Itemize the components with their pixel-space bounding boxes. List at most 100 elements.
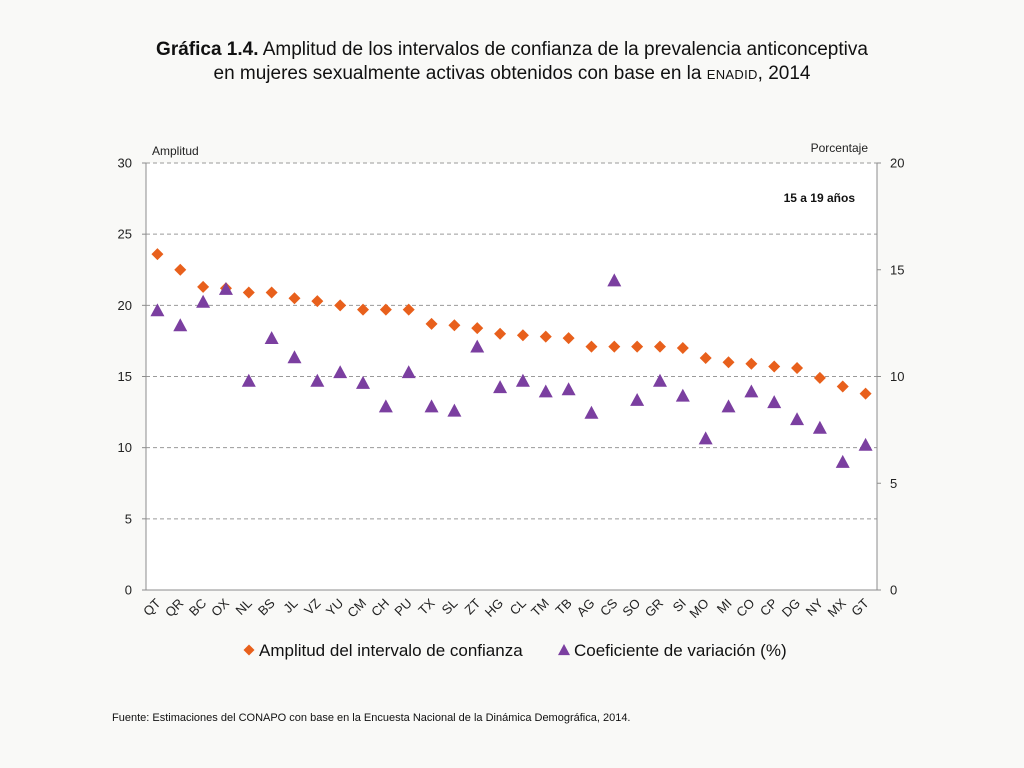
amplitud-point bbox=[242, 286, 255, 299]
y-left-tick-label: 25 bbox=[118, 227, 132, 242]
cv-point bbox=[287, 350, 302, 364]
cv-point bbox=[812, 420, 827, 434]
amplitud-point bbox=[288, 292, 301, 305]
amplitud-point bbox=[699, 351, 712, 364]
amplitud-point bbox=[631, 340, 644, 353]
x-tick-label: OX bbox=[208, 595, 232, 619]
amplitud-point bbox=[494, 327, 507, 340]
cv-point bbox=[241, 373, 256, 387]
x-tick-label: SO bbox=[619, 596, 643, 620]
x-tick-label: BS bbox=[255, 595, 278, 618]
x-tick-label: YU bbox=[323, 596, 346, 619]
x-tick-label: VZ bbox=[301, 595, 323, 617]
x-tick-label: DG bbox=[779, 596, 803, 620]
x-tick-label: CH bbox=[368, 596, 392, 620]
cv-point bbox=[607, 273, 622, 287]
cv-point bbox=[538, 384, 553, 398]
cv-point bbox=[790, 412, 805, 426]
x-tick-label: GT bbox=[848, 595, 871, 618]
cv-point bbox=[721, 399, 736, 413]
cv-point bbox=[767, 395, 782, 409]
x-tick-label: QR bbox=[162, 596, 186, 620]
y-right-axis-title: Porcentaje bbox=[811, 141, 869, 155]
y-right-tick-label: 5 bbox=[890, 476, 897, 491]
source-note: Fuente: Estimaciones del CONAPO con base… bbox=[112, 712, 631, 724]
y-right-tick-label: 20 bbox=[890, 156, 904, 171]
amplitud-point bbox=[379, 303, 392, 316]
x-tick-label: HG bbox=[482, 596, 506, 620]
legend-label-cv: Coeficiente de variación (%) bbox=[574, 641, 787, 660]
x-tick-label: MX bbox=[824, 595, 849, 620]
y-left-tick-label: 5 bbox=[125, 511, 132, 526]
amplitud-point bbox=[653, 340, 666, 353]
y-left-tick-label: 30 bbox=[118, 156, 132, 171]
chart-title-text-1: Amplitud de los intervalos de confianza … bbox=[262, 39, 868, 60]
y-right-tick-label: 0 bbox=[890, 583, 897, 598]
cv-point bbox=[150, 303, 165, 317]
x-tick-label: PU bbox=[391, 596, 414, 619]
chart-title-abbr: ENADID bbox=[706, 67, 758, 82]
amplitud-point bbox=[151, 248, 164, 261]
x-tick-label: CO bbox=[733, 596, 757, 620]
y-right-tick-label: 10 bbox=[890, 369, 904, 384]
amplitud-point bbox=[745, 357, 758, 370]
chart-title: Gráfica 1.4. Amplitud de los intervalos … bbox=[0, 38, 1024, 87]
cv-point bbox=[424, 399, 439, 413]
chart-title-line-2: en mujeres sexualmente activas obtenidos… bbox=[0, 62, 1024, 87]
chart-title-number: Gráfica 1.4. bbox=[156, 39, 259, 60]
x-tick-label: CS bbox=[597, 595, 621, 619]
amplitud-point bbox=[676, 342, 689, 355]
amplitud-point bbox=[471, 322, 484, 335]
cv-point bbox=[447, 403, 462, 417]
cv-point bbox=[515, 373, 530, 387]
x-tick-label: MI bbox=[714, 596, 735, 617]
cv-point bbox=[218, 281, 233, 295]
cv-point bbox=[652, 373, 667, 387]
cv-point bbox=[561, 382, 576, 396]
cv-point bbox=[356, 375, 371, 389]
amplitud-point bbox=[859, 387, 872, 400]
cv-point bbox=[698, 431, 713, 445]
x-tick-label: MO bbox=[686, 596, 711, 621]
cv-point bbox=[310, 373, 325, 387]
cv-point bbox=[378, 399, 393, 413]
x-tick-label: TX bbox=[415, 595, 438, 618]
amplitud-point bbox=[311, 295, 324, 308]
cv-point bbox=[493, 380, 508, 394]
cv-point bbox=[173, 318, 188, 332]
amplitud-point bbox=[608, 340, 621, 353]
amplitud-point bbox=[174, 263, 187, 276]
amplitud-point bbox=[791, 361, 804, 374]
amplitud-point bbox=[265, 286, 278, 299]
cv-point bbox=[470, 339, 485, 353]
x-tick-label: CP bbox=[757, 596, 780, 619]
x-tick-label: ZT bbox=[462, 595, 484, 617]
x-tick-label: QT bbox=[140, 595, 163, 618]
amplitud-point bbox=[562, 332, 575, 345]
amplitud-point bbox=[836, 380, 849, 393]
amplitud-point bbox=[425, 317, 438, 330]
chart-title-text-2: en mujeres sexualmente activas obtenidos… bbox=[213, 63, 702, 84]
cv-point bbox=[858, 437, 873, 451]
y-left-tick-label: 10 bbox=[118, 440, 132, 455]
cv-point bbox=[196, 294, 211, 308]
y-left-tick-label: 20 bbox=[118, 298, 132, 313]
amplitud-point bbox=[539, 330, 552, 343]
x-tick-label: NY bbox=[803, 595, 827, 619]
x-tick-label: TM bbox=[528, 596, 552, 620]
legend-marker-amplitud bbox=[243, 644, 255, 656]
amplitud-point bbox=[813, 371, 826, 384]
x-tick-label: BC bbox=[186, 596, 209, 619]
x-tick-label: SL bbox=[439, 596, 461, 618]
cv-point bbox=[584, 405, 599, 419]
cv-point bbox=[835, 454, 850, 468]
amplitud-point bbox=[585, 340, 598, 353]
y-left-axis-title: Amplitud bbox=[152, 144, 199, 158]
x-tick-label: TB bbox=[552, 596, 574, 618]
legend-marker-cv bbox=[558, 644, 570, 656]
y-left-tick-label: 0 bbox=[125, 583, 132, 598]
chart-title-text-3: , 2014 bbox=[757, 63, 811, 84]
amplitud-point bbox=[197, 280, 210, 293]
chart-annotation: 15 a 19 años bbox=[784, 191, 856, 205]
amplitud-point bbox=[722, 356, 735, 369]
